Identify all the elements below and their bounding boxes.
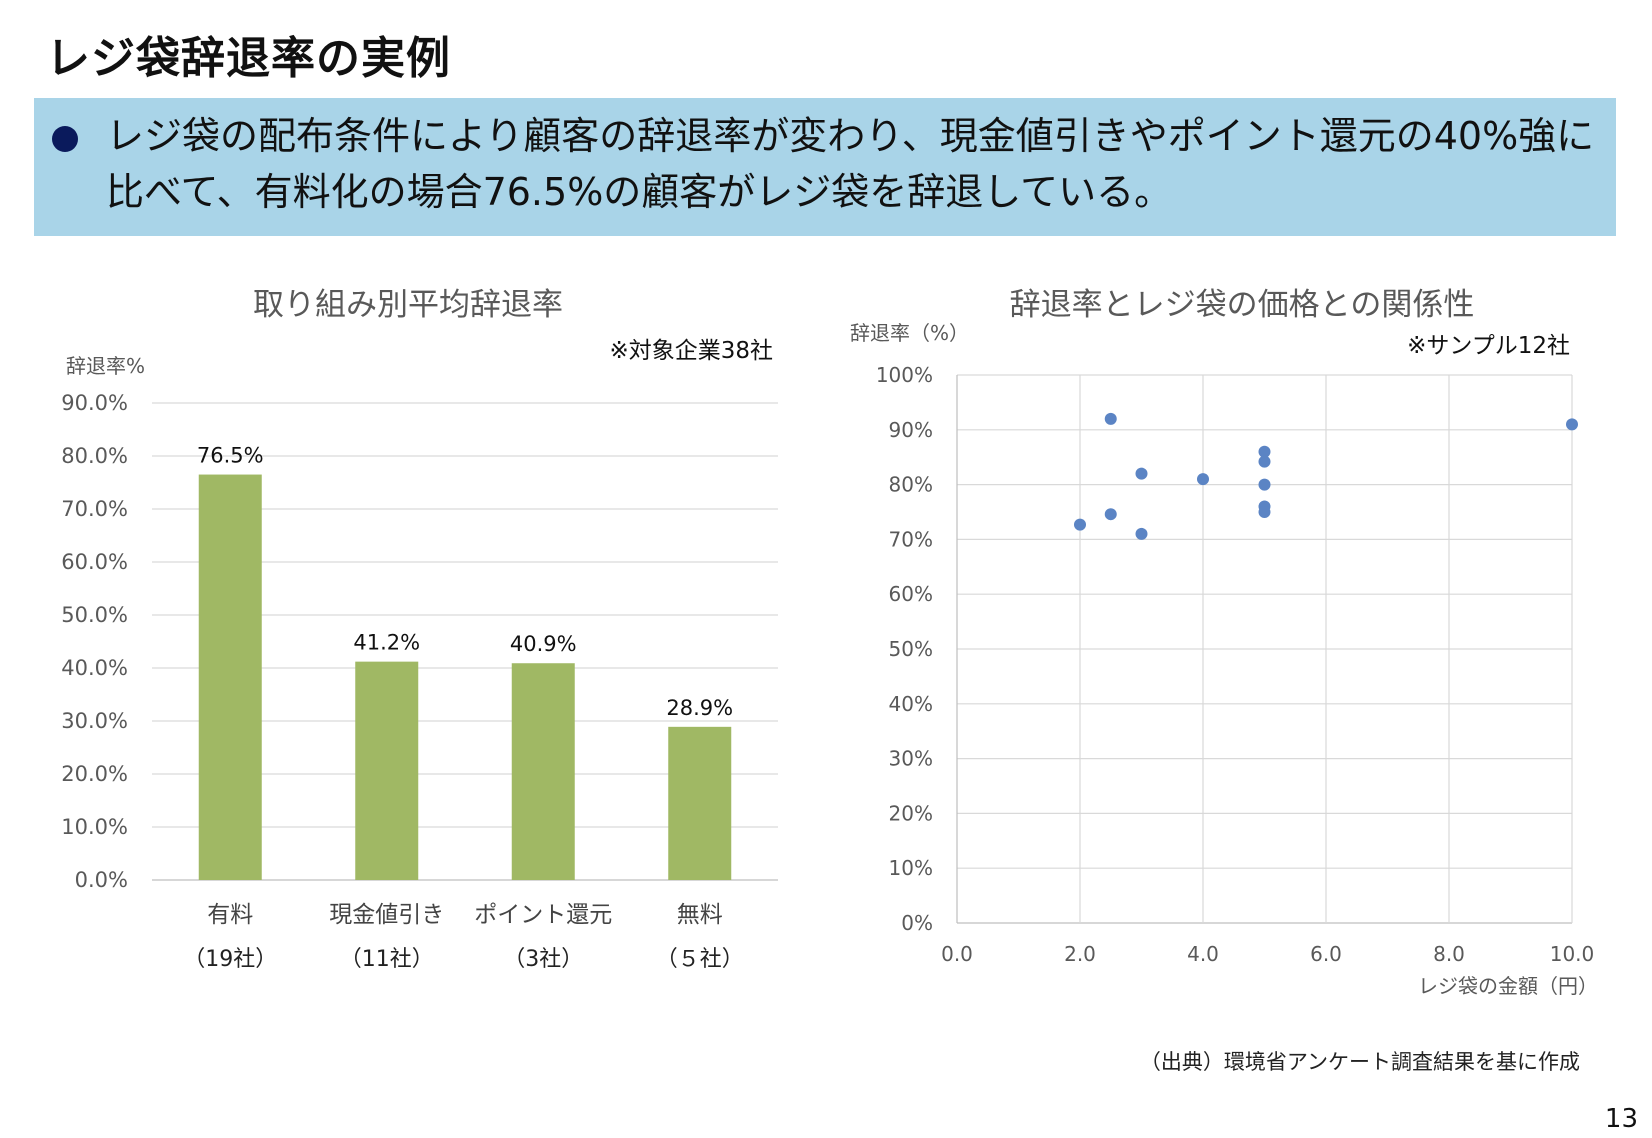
bar-ytick-label: 20.0%: [61, 762, 128, 786]
scatter-ytick-label: 80%: [889, 473, 933, 497]
scatter-ytick-label: 90%: [889, 418, 933, 442]
source-note: （出典）環境省アンケート調査結果を基に作成: [1139, 1050, 1580, 1074]
bar-category-sublabel: （５社）: [656, 947, 744, 972]
scatter-ytick-label: 50%: [889, 637, 933, 661]
bar-data-label: 40.9%: [510, 632, 577, 656]
bar-category-label: 無料: [677, 902, 723, 928]
scatter-point: [1135, 527, 1148, 540]
scatter-chart-note: ※サンプル12社: [1407, 333, 1570, 359]
bar-chart-ylabel: 辞退率%: [66, 354, 145, 378]
scatter-xtick-label: 8.0: [1433, 942, 1465, 966]
bar-chart-note: ※対象企業38社: [609, 338, 773, 364]
bar-ytick-label: 10.0%: [61, 815, 128, 839]
scatter-ytick-label: 10%: [889, 856, 933, 880]
scatter-chart-xlabel: レジ袋の金額（円）: [1418, 974, 1598, 998]
summary-box: レジ袋の配布条件により顧客の辞退率が変わり、現金値引きやポイント還元の40%強に…: [34, 98, 1616, 236]
bar-ytick-label: 40.0%: [61, 656, 128, 680]
bar: [355, 661, 419, 880]
summary-text: レジ袋の配布条件により顧客の辞退率が変わり、現金値引きやポイント還元の40%強に…: [106, 114, 1595, 214]
scatter-point: [1104, 508, 1117, 521]
scatter-ytick-label: 70%: [889, 527, 933, 551]
bar: [198, 474, 262, 880]
scatter-xtick-label: 2.0: [1064, 942, 1096, 966]
page-title: レジ袋辞退率の実例: [46, 33, 451, 84]
bar-data-label: 28.9%: [666, 696, 733, 720]
bar-ytick-label: 80.0%: [61, 444, 128, 468]
scatter-point: [1258, 455, 1271, 468]
scatter-point: [1258, 506, 1271, 518]
bar-category-sublabel: （19社）: [183, 947, 277, 972]
bar-ytick-label: 70.0%: [61, 497, 128, 521]
bar-category-sublabel: （11社）: [340, 947, 434, 972]
bar-data-label: 41.2%: [353, 631, 420, 655]
scatter-ytick-label: 40%: [889, 692, 933, 716]
scatter-xtick-label: 10.0: [1550, 942, 1595, 966]
bullet-icon: [52, 126, 78, 152]
bar-chart-title: 取り組み別平均辞退率: [253, 287, 563, 323]
bar-ytick-label: 90.0%: [61, 391, 128, 415]
bar: [668, 726, 732, 880]
scatter-chart-ylabel: 辞退率（%）: [850, 321, 969, 345]
scatter-point: [1135, 467, 1148, 480]
scatter-ytick-label: 100%: [876, 363, 933, 387]
bar: [511, 663, 575, 880]
scatter-ytick-label: 60%: [889, 582, 933, 606]
scatter-chart: 辞退率とレジ袋の価格との関係性 ※サンプル12社 辞退率（%） レジ袋の金額（円） 10…: [850, 287, 1598, 998]
bar-data-label: 76.5%: [197, 444, 264, 468]
bar-ytick-label: 0.0%: [75, 868, 128, 892]
bar-category-label: ポイント還元: [474, 902, 612, 928]
bar-ytick-label: 50.0%: [61, 603, 128, 627]
scatter-point: [1258, 478, 1271, 491]
scatter-ytick-label: 30%: [889, 747, 933, 771]
scatter-point: [1074, 518, 1086, 531]
scatter-point: [1197, 473, 1209, 486]
scatter-ytick-label: 0%: [901, 911, 933, 935]
bar-category-label: 現金値引き: [329, 902, 444, 928]
scatter-point: [1104, 412, 1117, 425]
scatter-xtick-label: 0.0: [941, 942, 973, 966]
scatter-point: [1258, 445, 1271, 458]
bar-category-sublabel: （3社）: [503, 947, 583, 972]
scatter-chart-title: 辞退率とレジ袋の価格との関係性: [1010, 287, 1475, 323]
scatter-xtick-label: 4.0: [1187, 942, 1219, 966]
bar-ytick-label: 30.0%: [61, 709, 128, 733]
page-number: 13: [1604, 1104, 1638, 1134]
scatter-ytick-label: 20%: [889, 801, 933, 825]
bar-ytick-label: 60.0%: [61, 550, 128, 574]
scatter-point: [1566, 418, 1578, 431]
scatter-xtick-label: 6.0: [1310, 942, 1342, 966]
bar-category-label: 有料: [207, 902, 253, 928]
